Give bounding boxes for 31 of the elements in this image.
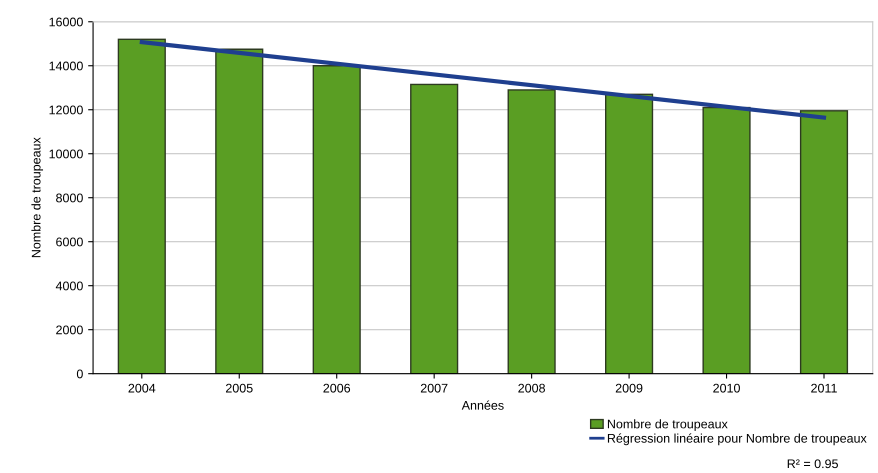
y-axis-title: Nombre de troupeaux	[31, 137, 44, 258]
x-tick-label: 2008	[518, 384, 545, 393]
y-tick-label: 16000	[50, 18, 83, 26]
bar	[702, 106, 751, 374]
y-tick-label: 6000	[56, 238, 83, 246]
y-tick-label: 0	[76, 369, 83, 378]
x-tick-label: 2007	[420, 384, 448, 393]
x-axis-title: Années	[462, 400, 504, 410]
bar	[312, 65, 361, 374]
x-tick-label: 2005	[226, 384, 253, 393]
y-tick-label: 12000	[50, 106, 83, 114]
bar	[800, 110, 848, 374]
x-tick-label: 2010	[713, 384, 740, 393]
bar	[410, 84, 458, 374]
x-tick-label: 2009	[616, 384, 642, 393]
x-tick-label: 2006	[323, 384, 350, 393]
y-tick-label: 14000	[50, 62, 83, 70]
y-tick-label: 8000	[56, 194, 83, 202]
bar	[215, 48, 264, 374]
bar	[605, 94, 654, 374]
legend-label: Nombre de troupeaux	[608, 419, 728, 431]
bar	[508, 89, 556, 374]
x-tick-label: 2004	[128, 384, 156, 393]
bar	[118, 38, 166, 374]
line-series	[140, 40, 826, 120]
y-tick-label: 4000	[56, 281, 83, 290]
y-tick-label: 2000	[56, 325, 83, 334]
text: R² = 0.95	[788, 459, 838, 468]
x-tick-label: 2011	[811, 384, 837, 393]
legend-label: Régression linéaire pour Nombre de troupeaux	[608, 433, 867, 446]
y-tick-label: 10000	[50, 150, 83, 158]
